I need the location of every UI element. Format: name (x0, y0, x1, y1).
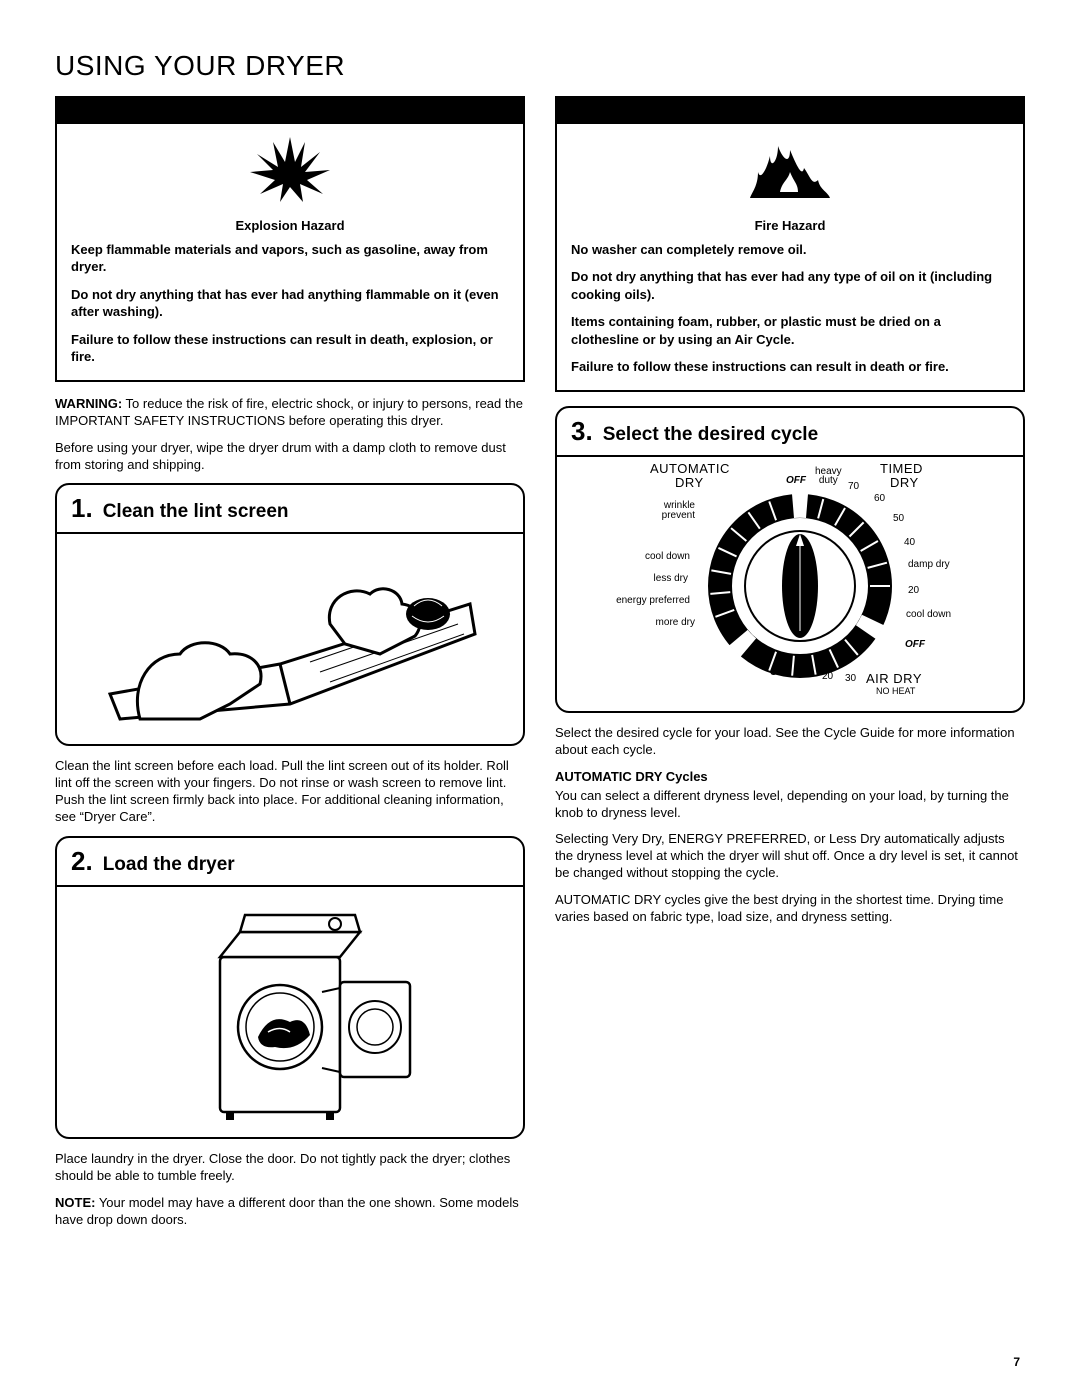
step-title: Select the desired cycle (603, 424, 818, 446)
automatic-dry-heading: AUTOMATIC DRY Cycles (555, 769, 1025, 784)
dial-label: 70 (848, 481, 859, 492)
warning-line: Items containing foam, rubber, or plasti… (571, 313, 1009, 348)
dial-label: 20 (822, 671, 833, 682)
step-2-box: 2. Load the dryer (55, 836, 525, 1139)
step-number: 3. (571, 416, 593, 447)
two-column-layout: Explosion Hazard Keep flammable material… (55, 96, 1025, 1239)
warning-line: No washer can completely remove oil. (571, 241, 1009, 259)
dryer-illustration (57, 887, 523, 1137)
fire-hazard-title: Fire Hazard (571, 217, 1009, 235)
pre-use-paragraph: Before using your dryer, wipe the dryer … (55, 440, 525, 474)
dial-label: TIMED (880, 461, 923, 476)
explosion-hazard-title: Explosion Hazard (71, 217, 509, 235)
dial-label: DRY (890, 475, 919, 490)
dial-label: 60 (874, 493, 885, 504)
step-1-header: 1. Clean the lint screen (57, 485, 523, 534)
dial-label: 50 (893, 513, 904, 524)
dial-label: cool down (645, 551, 690, 562)
lint-screen-illustration (57, 534, 523, 744)
step-3-header: 3. Select the desired cycle (557, 408, 1023, 457)
auto-dry-p1: You can select a different dryness level… (555, 788, 1025, 822)
warning-line: Keep flammable materials and vapors, suc… (71, 241, 509, 276)
step-title: Load the dryer (103, 854, 235, 876)
auto-dry-p2: Selecting Very Dry, ENERGY PREFERRED, or… (555, 831, 1025, 882)
page-title: USING YOUR DRYER (55, 50, 1025, 82)
dial-label: 20 (908, 585, 919, 596)
page-number: 7 (1013, 1355, 1020, 1369)
step-number: 2. (71, 846, 93, 877)
dial-label: NO HEAT (876, 686, 915, 696)
step-2-note: NOTE: Your model may have a different do… (55, 1195, 525, 1229)
dial-label: more dry (656, 617, 695, 628)
warning-line: Failure to follow these instructions can… (71, 331, 509, 366)
explosion-warning-text: Explosion Hazard Keep flammable material… (57, 213, 523, 380)
dial-label: 40 (904, 537, 915, 548)
explosion-icon (57, 124, 523, 213)
auto-dry-p3: AUTOMATIC DRY cycles give the best dryin… (555, 892, 1025, 926)
step-1-text: Clean the lint screen before each load. … (55, 758, 525, 826)
dial-label: 30 (845, 673, 856, 684)
step-2-header: 2. Load the dryer (57, 838, 523, 887)
dial-label: cool down (906, 609, 951, 620)
dial-label: AUTOMATIC (650, 461, 730, 476)
left-column: Explosion Hazard Keep flammable material… (55, 96, 525, 1239)
warning-line: Do not dry anything that has ever had an… (71, 286, 509, 321)
step-3-box: 3. Select the desired cycle (555, 406, 1025, 713)
fire-warning-box: Fire Hazard No washer can completely rem… (555, 96, 1025, 392)
dial-label: heavy duty (815, 467, 842, 486)
dial-off-label: OFF (905, 639, 925, 650)
dial-off-label: OFF (786, 475, 806, 486)
step-number: 1. (71, 493, 93, 524)
dial-label: AIR DRY (866, 671, 922, 686)
warning-paragraph: WARNING: To reduce the risk of fire, ele… (55, 396, 525, 430)
dial-label: DRY (675, 475, 704, 490)
step-3-text: Select the desired cycle for your load. … (555, 725, 1025, 759)
warning-line: Do not dry anything that has ever had an… (571, 268, 1009, 303)
fire-icon (557, 124, 1023, 213)
dial-label: energy preferred (616, 595, 690, 606)
step-1-box: 1. Clean the lint screen (55, 483, 525, 746)
warning-line: Failure to follow these instructions can… (571, 358, 1009, 376)
warning-header-bar (557, 98, 1023, 124)
cycle-dial-illustration: AUTOMATIC DRY TIMED DRY AIR DRY NO HEAT … (557, 457, 1023, 711)
right-column: Fire Hazard No washer can completely rem… (555, 96, 1025, 1239)
warning-header-bar (57, 98, 523, 124)
dial-label: less dry (654, 573, 688, 584)
dial-label: damp dry (908, 559, 950, 570)
dial-label: wrinkle prevent (662, 501, 695, 521)
step-title: Clean the lint screen (103, 501, 289, 523)
dial-off-label: OFF (770, 667, 790, 678)
step-2-text: Place laundry in the dryer. Close the do… (55, 1151, 525, 1185)
dial-label: 10 (798, 669, 809, 680)
fire-warning-text: Fire Hazard No washer can completely rem… (557, 213, 1023, 390)
explosion-warning-box: Explosion Hazard Keep flammable material… (55, 96, 525, 382)
